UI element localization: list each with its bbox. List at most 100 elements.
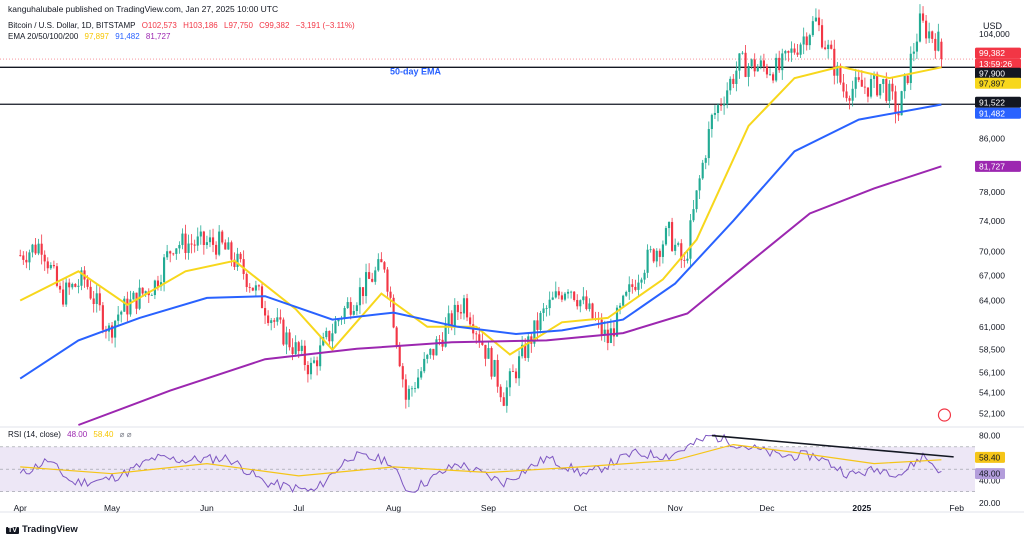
candle-body <box>291 347 294 354</box>
candle-body <box>508 371 511 388</box>
ema100-line <box>78 165 942 426</box>
candle-body <box>202 231 205 246</box>
candle-body <box>713 112 717 115</box>
ohlc-high: H103,186 <box>183 21 218 30</box>
candle-body <box>872 73 876 79</box>
candle-body <box>686 258 689 261</box>
candle-body <box>524 344 527 358</box>
candle-body <box>95 293 98 305</box>
candle-body <box>144 291 147 294</box>
candle-body <box>505 387 508 406</box>
candle-body <box>560 295 563 300</box>
candle-body <box>312 360 316 363</box>
candle-body <box>371 278 374 282</box>
candle-body <box>129 299 132 315</box>
candle-body <box>89 286 92 299</box>
candle-body <box>906 75 909 84</box>
price-badge-text: 97,900 <box>979 68 1005 78</box>
candle-body <box>282 319 285 345</box>
candle-body <box>193 244 196 246</box>
rsi-legend-value: 48.00 <box>67 430 88 439</box>
price-tick-label: 64,000 <box>979 295 1005 305</box>
candle-body <box>576 299 579 307</box>
candle-body <box>239 253 242 260</box>
candle-body <box>557 291 560 296</box>
candle-body <box>622 295 625 306</box>
candle-body <box>224 242 227 250</box>
candle-body <box>444 324 447 347</box>
publisher-line: kanguhalubale published on TradingView.c… <box>8 4 279 14</box>
price-badge-text: 91,482 <box>979 108 1005 118</box>
price-badge-bg <box>975 77 1021 89</box>
candle-body <box>817 17 821 26</box>
candle-body <box>664 228 668 245</box>
rsi-legend-label[interactable]: RSI (14, close) <box>8 430 61 439</box>
candle-body <box>74 283 77 287</box>
candle-body <box>778 57 781 71</box>
symbol-title[interactable]: Bitcoin / U.S. Dollar, 1D, BITSTAMP <box>8 21 136 30</box>
candle-body <box>756 66 759 72</box>
candle-body <box>429 348 432 355</box>
candle-body <box>802 36 805 45</box>
candle-body <box>288 332 291 348</box>
candle-body <box>263 308 267 316</box>
candle-body <box>732 78 735 84</box>
candle-body <box>181 233 184 246</box>
ema-legend-label[interactable]: EMA 20/50/100/200 <box>8 32 79 41</box>
candle-body <box>937 31 940 51</box>
candle-body <box>775 57 778 81</box>
rsi-legend-icons[interactable]: ⌀ ⌀ <box>119 430 132 439</box>
candle-body <box>591 303 594 319</box>
candle-body <box>65 282 68 305</box>
time-tick-label: Jul <box>293 503 304 513</box>
rsi-tick-label: 20.00 <box>979 498 1001 508</box>
candle-body <box>322 337 325 346</box>
candle-body <box>888 83 891 101</box>
price-badge-text: 99,382 <box>979 48 1005 58</box>
currency-label[interactable]: USD <box>983 21 1003 31</box>
candle-body <box>661 244 664 257</box>
price-badge-text: 13:59:26 <box>979 59 1012 69</box>
candle-body <box>646 249 649 273</box>
candle-body <box>493 360 496 377</box>
candle-body <box>77 285 80 287</box>
candle-body <box>854 77 857 89</box>
candle-body <box>876 73 879 96</box>
candle-body <box>536 320 539 330</box>
candle-body <box>349 302 352 315</box>
price-tick-label: 74,000 <box>979 216 1005 226</box>
price-tick-label: 56,100 <box>979 368 1005 378</box>
candle-body <box>459 312 462 314</box>
ohlc-close: C99,382 <box>259 21 290 30</box>
candle-body <box>931 31 934 39</box>
candle-body <box>631 284 634 287</box>
candle-body <box>230 242 233 260</box>
candle-body <box>285 332 288 345</box>
candle-body <box>845 91 848 99</box>
candle-body <box>337 319 340 322</box>
candle-body <box>257 285 261 287</box>
price-badge: 81,727 <box>975 160 1021 172</box>
candle-body <box>25 259 28 263</box>
candle-body <box>380 259 383 263</box>
candle-body <box>658 250 661 257</box>
candle-body <box>723 104 726 106</box>
time-tick-label: Sep <box>481 503 496 513</box>
candle-body <box>410 388 414 390</box>
time-tick-label: Aug <box>386 503 401 513</box>
candle-body <box>481 341 484 345</box>
candle-body <box>793 48 796 53</box>
candle-body <box>297 342 300 352</box>
candle-body <box>435 339 438 356</box>
candle-body <box>707 129 710 159</box>
candle-body <box>851 88 854 101</box>
candle-body <box>55 266 59 286</box>
candle-body <box>456 304 459 313</box>
candle-body <box>172 253 175 255</box>
candle-body <box>897 113 900 116</box>
candle-body <box>579 300 582 307</box>
candle-body <box>98 293 101 306</box>
candle-body <box>762 60 765 67</box>
rsi-badge-text: 48.00 <box>979 469 1001 479</box>
